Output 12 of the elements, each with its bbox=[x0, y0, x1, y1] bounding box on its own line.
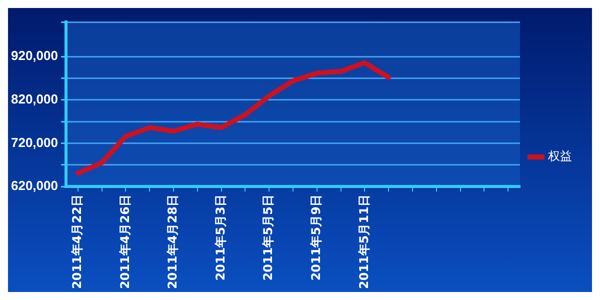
y-tick-label: 720,000 bbox=[10, 134, 58, 150]
y-tick-label: 620,000 bbox=[10, 178, 58, 194]
x-tick-label: 2011年4月28日 bbox=[166, 194, 180, 290]
x-tick-label: 2011年4月22日 bbox=[70, 194, 84, 290]
x-tick-label: 2011年5月3日 bbox=[213, 194, 228, 281]
x-tick-label: 2011年5月5日 bbox=[261, 194, 276, 281]
y-tick-label: 820,000 bbox=[10, 92, 58, 107]
y-tick-label: 920,000 bbox=[10, 48, 58, 64]
x-tick-label: 2011年5月11日 bbox=[356, 194, 371, 290]
x-tick-label: 2011年5月9日 bbox=[309, 194, 324, 281]
legend-label: 权益 bbox=[547, 149, 572, 164]
x-tick-label: 2011年4月26日 bbox=[118, 194, 132, 290]
